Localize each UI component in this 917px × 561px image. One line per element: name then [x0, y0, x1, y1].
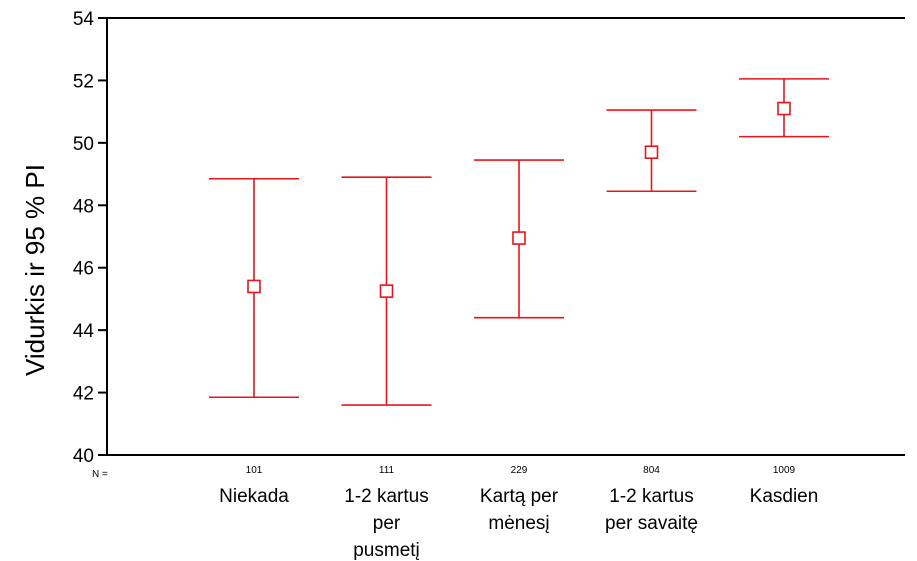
- n-count-label: 804: [643, 465, 660, 476]
- mean-marker: [512, 231, 526, 245]
- x-tick-label: per savaitę: [605, 513, 698, 534]
- y-tick-label: 50: [73, 134, 94, 155]
- y-tick-label: 48: [73, 196, 94, 217]
- x-tick-label: per: [373, 513, 401, 534]
- x-tick-label: mėnesį: [488, 513, 549, 534]
- y-tick-label: 40: [73, 446, 94, 467]
- y-tick-label: 44: [73, 321, 95, 342]
- y-axis-label: Vidurkis ir 95 % PI: [20, 164, 50, 376]
- n-count-label: 1009: [773, 465, 796, 476]
- x-tick-label: Niekada: [219, 486, 289, 507]
- y-tick-label: 46: [73, 259, 94, 280]
- n-count-label: 101: [246, 465, 263, 476]
- error-bars: [209, 78, 829, 406]
- mean-marker: [644, 145, 659, 160]
- y-tick-label: 42: [73, 384, 94, 405]
- n-prefix-label: N =: [92, 469, 108, 480]
- n-count-label: 229: [511, 465, 528, 476]
- n-count-label: 111: [379, 465, 395, 476]
- mean-marker: [777, 101, 791, 116]
- x-tick-label: pusmetį: [353, 540, 420, 561]
- axis-labels: 40 42 44 46 48 50 52 54 Vidurkis ir 95 % PI N = 10…: [20, 9, 906, 561]
- x-tick-label: 1-2 kartus: [609, 486, 693, 507]
- x-tick-label: Kartą per: [480, 486, 559, 507]
- mean-marker: [379, 284, 394, 298]
- y-tick-label: 52: [73, 71, 94, 92]
- n-label-mask: [108, 457, 906, 466]
- mean-marker: [247, 279, 261, 294]
- x-tick-label: 1-2 kartus: [344, 486, 428, 507]
- y-tick-label: 54: [73, 9, 95, 30]
- axes: [98, 17, 905, 456]
- x-tick-label: Kasdien: [750, 486, 819, 507]
